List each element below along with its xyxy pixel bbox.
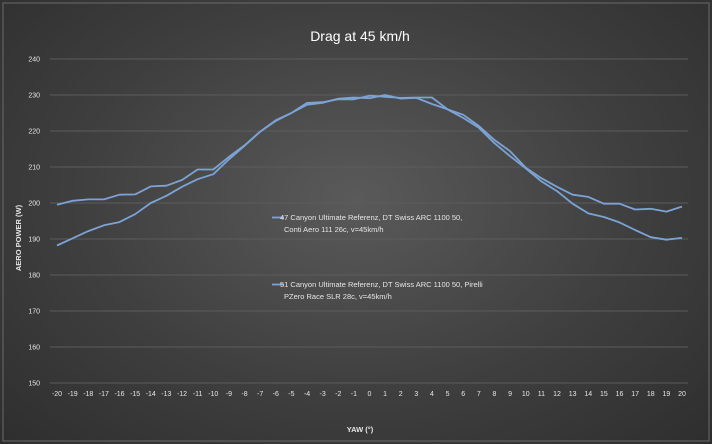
y-tick-label: 180: [28, 273, 40, 280]
chart-title: Drag at 45 km/h: [310, 28, 410, 44]
x-axis-label: YAW (°): [347, 425, 374, 434]
x-tick-label: -19: [68, 391, 78, 398]
legend: 47 Canyon Ultimate Referenz, DT Swiss AR…: [272, 213, 483, 301]
x-tick-label: -16: [114, 391, 124, 398]
x-tick-label: 12: [553, 391, 561, 398]
x-tick-label: 8: [493, 391, 497, 398]
x-tick-label: -15: [130, 391, 140, 398]
y-tick-label: 150: [28, 381, 40, 388]
x-tick-label: -7: [257, 391, 263, 398]
legend-label: 51 Canyon Ultimate Referenz, DT Swiss AR…: [280, 280, 483, 301]
series-line-1: [56, 94, 683, 213]
x-tick-label: 7: [477, 391, 481, 398]
x-tick-labels: -20 -19 -18 -17 -16 -15 -14 -13 -12 -11 -10 -9 -8 -7-…: [52, 391, 686, 398]
x-tick-label: 14: [584, 391, 592, 398]
x-tick-label: 15: [600, 391, 608, 398]
x-tick-label: 5: [446, 391, 450, 398]
y-tick-label: 230: [28, 93, 40, 100]
legend-label: 47 Canyon Ultimate Referenz, DT Swiss AR…: [280, 213, 462, 234]
x-tick-label: 1: [383, 391, 387, 398]
x-tick-label: 9: [508, 391, 512, 398]
x-tick-label: 18: [647, 391, 655, 398]
x-tick-label: -10: [208, 391, 218, 398]
x-tick-label: 10: [522, 391, 530, 398]
y-tick-labels: 150 160 170 180 190 200 210 220 230 240: [28, 57, 40, 388]
x-tick-label: -3: [320, 391, 326, 398]
series-lines: [56, 94, 683, 247]
legend-entry-2: 51 Canyon Ultimate Referenz, DT Swiss AR…: [272, 280, 483, 301]
x-tick-label: -4: [304, 391, 310, 398]
x-tick-label: 3: [414, 391, 418, 398]
x-tick-label: 2: [399, 391, 403, 398]
x-tick-label: -2: [335, 391, 341, 398]
x-tick-label: -17: [99, 391, 109, 398]
x-tick-label: -6: [273, 391, 279, 398]
x-tick-label: 17: [631, 391, 639, 398]
series-line-2: [56, 94, 683, 247]
x-tick-label: 13: [569, 391, 577, 398]
x-tick-label: 11: [538, 391, 545, 398]
x-tick-label: -20: [52, 391, 62, 398]
y-tick-label: 170: [28, 309, 40, 316]
y-axis-label: AERO POWER (W): [14, 204, 23, 271]
x-tick-label: 16: [616, 391, 624, 398]
x-tick-label: 4: [430, 391, 434, 398]
x-tick-label: -9: [226, 391, 232, 398]
x-tick-label: -5: [288, 391, 294, 398]
y-tick-label: 240: [28, 57, 40, 64]
x-tick-label: -12: [177, 391, 187, 398]
x-tick-label: 19: [662, 391, 670, 398]
x-tick-label: 0: [368, 391, 372, 398]
x-tick-label: -8: [241, 391, 247, 398]
y-tick-label: 160: [28, 345, 40, 352]
legend-entry-1: 47 Canyon Ultimate Referenz, DT Swiss AR…: [272, 213, 462, 234]
x-tick-label: 6: [461, 391, 465, 398]
x-tick-label: -11: [193, 391, 203, 398]
y-tick-label: 190: [28, 237, 40, 244]
x-tick-label: -1: [351, 391, 357, 398]
y-tick-label: 220: [28, 129, 40, 136]
x-tick-label: -13: [161, 391, 171, 398]
x-tick-label: -14: [146, 391, 156, 398]
x-tick-label: -18: [83, 391, 93, 398]
y-tick-label: 200: [28, 201, 40, 208]
y-tick-label: 210: [28, 165, 40, 172]
x-tick-label: 20: [678, 391, 686, 398]
